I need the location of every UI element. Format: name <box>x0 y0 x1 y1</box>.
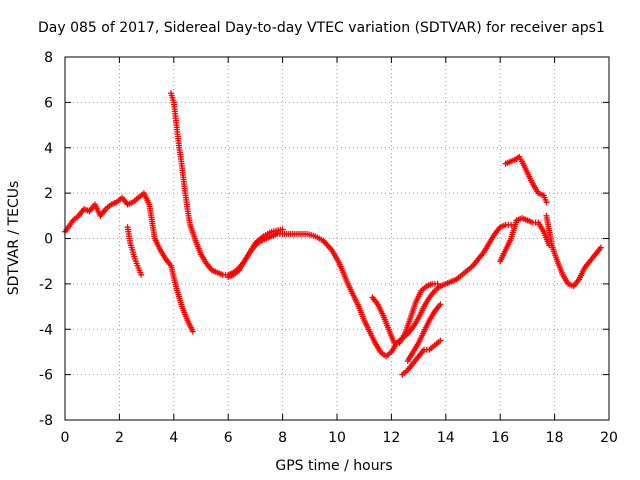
x-tick-label: 10 <box>328 430 346 446</box>
y-tick-label: -8 <box>39 413 53 429</box>
y-tick-label: -4 <box>39 322 53 338</box>
x-tick-label: 2 <box>115 430 124 446</box>
data-point <box>434 280 441 287</box>
y-tick-label: 6 <box>44 95 53 111</box>
x-tick-label: 6 <box>224 430 233 446</box>
y-tick-label: -6 <box>39 368 53 384</box>
y-axis-label: SDTVAR / TECUs <box>6 181 22 296</box>
y-tick-label: 0 <box>44 232 53 248</box>
chart-title: Day 085 of 2017, Sidereal Day-to-day VTE… <box>38 20 605 36</box>
data-point <box>437 337 444 344</box>
data-point <box>279 226 286 233</box>
x-tick-label: 4 <box>169 430 178 446</box>
x-tick-label: 8 <box>278 430 287 446</box>
data-point <box>189 328 196 335</box>
y-tick-label: 2 <box>44 186 53 202</box>
y-tick-label: 4 <box>44 141 53 157</box>
x-tick-label: 16 <box>491 430 509 446</box>
data-point <box>138 271 145 278</box>
x-tick-label: 12 <box>382 430 400 446</box>
y-tick-label: 8 <box>44 50 53 66</box>
data-points <box>62 90 604 378</box>
x-axis-label: GPS time / hours <box>275 458 392 474</box>
x-tick-label: 20 <box>600 430 618 446</box>
grid <box>65 57 609 420</box>
data-point <box>437 301 444 308</box>
data-point <box>597 244 604 251</box>
x-tick-label: 18 <box>546 430 564 446</box>
x-tick-label: 0 <box>61 430 70 446</box>
y-tick-label: -2 <box>39 277 53 293</box>
plot-frame <box>64 56 610 421</box>
x-tick-label: 14 <box>437 430 455 446</box>
data-point <box>543 199 550 206</box>
